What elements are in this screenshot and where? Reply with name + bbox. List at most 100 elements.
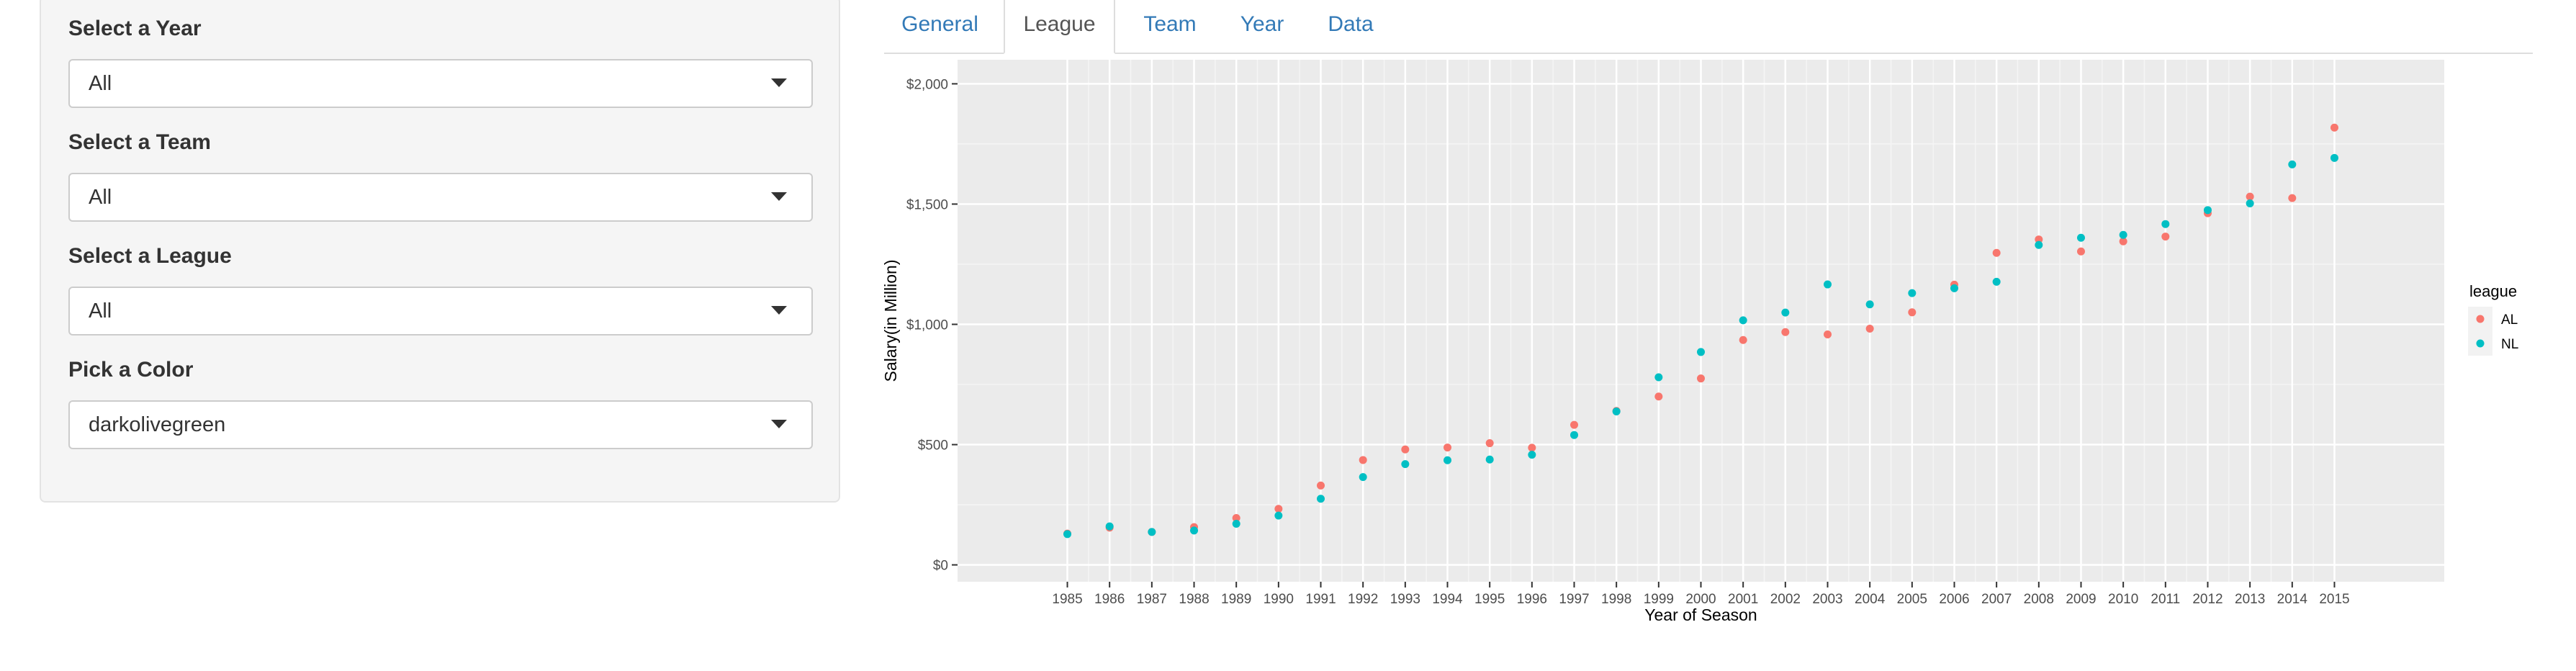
data-point-nl — [2119, 230, 2127, 239]
x-tick-label: 2003 — [1812, 592, 1842, 607]
data-point-nl — [1105, 522, 1114, 531]
x-tick-label: 2000 — [1685, 592, 1716, 607]
x-tick-label: 2015 — [2319, 592, 2349, 607]
data-point-nl — [1570, 431, 1579, 439]
tab-data[interactable]: Data — [1328, 12, 1374, 36]
x-axis-title: Year of Season — [1644, 605, 1757, 624]
data-point-nl — [1528, 451, 1536, 459]
data-point-nl — [1739, 316, 1747, 325]
league-select[interactable]: All — [68, 287, 813, 336]
color-select-label: Pick a Color — [68, 358, 194, 382]
y-tick-label: $500 — [918, 438, 948, 454]
x-tick-label: 2012 — [2192, 592, 2223, 607]
league-select-label: Select a League — [68, 244, 232, 268]
data-point-nl — [2246, 199, 2254, 207]
data-point-al — [1823, 330, 1832, 339]
data-point-al — [1528, 443, 1536, 452]
tab-league[interactable]: League — [1004, 0, 1115, 54]
year-select-value: All — [89, 72, 112, 95]
data-point-al — [1401, 445, 1410, 454]
y-tick-label: $1,000 — [906, 318, 948, 333]
x-tick-label: 1989 — [1221, 592, 1251, 607]
legend-marker-al — [2476, 315, 2485, 323]
data-point-nl — [1908, 289, 1917, 297]
sidebar-panel: Select a Year All Select a Team All Sele… — [40, 0, 840, 503]
data-point-al — [2161, 233, 2170, 241]
data-point-al — [2330, 123, 2338, 132]
team-select[interactable]: All — [68, 173, 813, 222]
chevron-down-icon — [771, 420, 787, 428]
y-tick-label: $2,000 — [906, 77, 948, 92]
x-tick-label: 2011 — [2151, 592, 2180, 607]
x-tick-label: 1999 — [1644, 592, 1674, 607]
x-tick-label: 1997 — [1559, 592, 1589, 607]
x-tick-label: 1993 — [1390, 592, 1420, 607]
data-point-nl — [1274, 511, 1283, 520]
x-tick-label: 1988 — [1179, 592, 1209, 607]
data-point-al — [1570, 420, 1579, 429]
legend-marker-nl — [2476, 339, 2485, 348]
data-point-al — [2246, 192, 2254, 201]
data-point-nl — [1950, 284, 1958, 292]
data-point-al — [1359, 456, 1367, 464]
x-tick-label: 2013 — [2235, 592, 2265, 607]
data-point-nl — [1401, 460, 1410, 469]
data-point-al — [1654, 392, 1663, 401]
data-point-nl — [2203, 206, 2212, 215]
data-point-al — [2119, 237, 2127, 246]
league-select-value: All — [89, 300, 112, 323]
data-point-nl — [1317, 495, 1325, 503]
x-tick-label: 2005 — [1897, 592, 1927, 607]
data-point-al — [1232, 513, 1240, 522]
color-select[interactable]: darkolivegreen — [68, 400, 813, 449]
year-select-label: Select a Year — [68, 17, 202, 40]
data-point-al — [1697, 374, 1705, 383]
x-tick-label: 1994 — [1432, 592, 1463, 607]
legend-title: league — [2469, 282, 2517, 300]
legend-label-nl: NL — [2501, 337, 2518, 352]
x-tick-label: 1998 — [1601, 592, 1631, 607]
y-axis-title: Salary(in Million) — [884, 260, 900, 382]
data-point-nl — [1781, 308, 1790, 317]
data-point-nl — [1612, 407, 1621, 415]
data-point-nl — [1697, 348, 1705, 356]
data-point-nl — [1148, 528, 1156, 536]
data-point-al — [1992, 248, 2001, 257]
tab-year[interactable]: Year — [1240, 12, 1284, 36]
data-point-al — [1739, 336, 1747, 344]
team-select-value: All — [89, 186, 112, 209]
tab-bar: General League Team Year Data — [884, 0, 2533, 54]
x-tick-label: 2009 — [2066, 592, 2096, 607]
data-point-al — [1781, 328, 1790, 336]
data-point-nl — [1865, 300, 1874, 309]
tab-team[interactable]: Team — [1143, 12, 1197, 36]
color-select-value: darkolivegreen — [89, 413, 226, 436]
chevron-down-icon — [771, 192, 787, 201]
x-tick-label: 1986 — [1094, 592, 1125, 607]
x-tick-label: 2001 — [1728, 592, 1758, 607]
data-point-al — [1274, 505, 1283, 513]
year-select[interactable]: All — [68, 59, 813, 108]
tab-general[interactable]: General — [901, 12, 978, 36]
y-tick-label: $0 — [933, 559, 948, 574]
team-select-label: Select a Team — [68, 130, 211, 154]
x-tick-label: 2004 — [1855, 592, 1886, 607]
data-point-nl — [1654, 373, 1663, 382]
data-point-nl — [1823, 280, 1832, 289]
data-point-al — [1485, 439, 1494, 448]
data-point-al — [2288, 194, 2297, 202]
data-point-al — [1444, 443, 1452, 452]
x-tick-label: 2010 — [2108, 592, 2138, 607]
x-tick-label: 2007 — [1981, 592, 2012, 607]
x-tick-label: 1992 — [1348, 592, 1378, 607]
data-point-al — [1908, 308, 1917, 317]
x-tick-label: 1990 — [1264, 592, 1294, 607]
chevron-down-icon — [771, 78, 787, 87]
data-point-nl — [2288, 160, 2297, 168]
x-tick-label: 2006 — [1939, 592, 1969, 607]
salary-scatter-chart: $0 $500 $1,000 $1,500 $2,000 1985 1986 1987 1988… — [884, 60, 2518, 624]
data-point-nl — [2161, 220, 2170, 228]
data-point-al — [2076, 247, 2085, 256]
data-point-nl — [1359, 473, 1367, 482]
data-point-nl — [1485, 455, 1494, 464]
